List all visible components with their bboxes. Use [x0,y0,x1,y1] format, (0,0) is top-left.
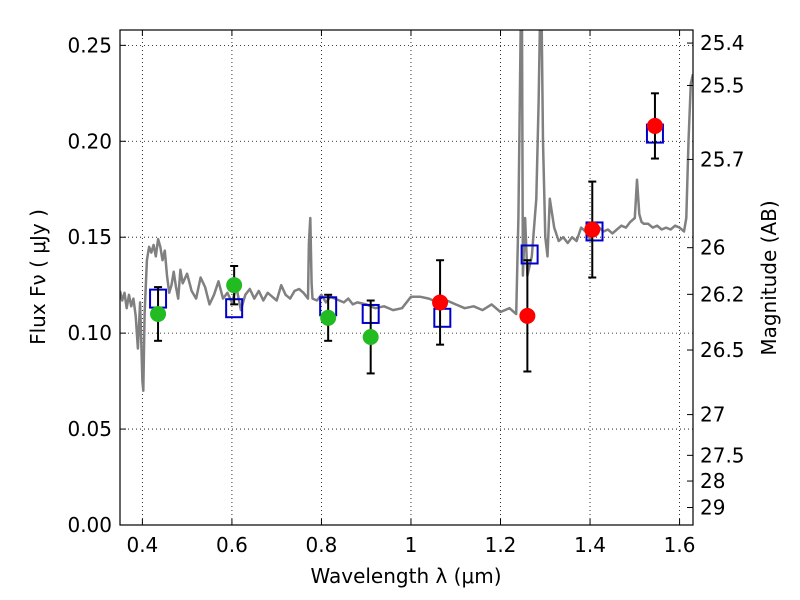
x-axis-title: Wavelength λ (μm) [310,564,501,588]
y2-tick-label: 27 [700,403,725,427]
y2-tick-label: 25.7 [700,147,745,171]
y2-tick-label: 29 [700,496,725,520]
x-tick-label: 1.2 [485,533,517,557]
model-photometry-square [433,307,452,328]
nir-detections-point [646,117,663,134]
optical-detections-point [226,277,243,294]
y2-tick-label: 27.5 [700,443,745,467]
y2-tick-label: 28 [700,469,725,493]
plot-area [120,30,693,392]
y2-tick-label: 25.5 [700,73,745,97]
x-tick-label: 0.4 [126,533,158,557]
y-tick-label: 0.10 [67,321,112,345]
model-spectrum-line [120,30,693,392]
model-photometry-square [520,244,539,265]
x-tick-label: 1.4 [574,533,606,557]
nir-detections-point [432,294,449,311]
y-tick-label: 0.25 [67,33,112,57]
x-tick-label: 1.6 [664,533,696,557]
optical-detections-point [150,305,167,322]
x-tick-label: 1 [405,533,418,557]
y2-tick-label: 25.4 [700,31,745,55]
x-tick-label: 0.8 [306,533,338,557]
marker-layer [149,92,664,375]
y2-tick-label: 26 [700,236,725,260]
grid [120,30,693,525]
plot-frame [119,29,694,526]
y2-tick-label: 26.2 [700,282,745,306]
y-axis-title: Flux Fν ( μJy ) [26,209,50,345]
optical-detections-point [362,328,379,345]
y-tick-label: 0.00 [67,513,112,537]
y2-axis-title: Magnitude (AB) [757,200,781,355]
nir-detections-point [519,307,536,324]
x-tick-label: 0.6 [216,533,248,557]
y-tick-label: 0.15 [67,225,112,249]
axes: 0.4 0.6 0.8 1 1.2 1.4 1.6 0.00 0.05 0.10 0.15 0.20 0… [67,30,745,557]
nir-detections-point [584,221,601,238]
y2-tick-label: 26.5 [700,338,745,362]
optical-detections-point [320,309,337,326]
y-tick-label: 0.20 [67,129,112,153]
y-tick-label: 0.05 [67,417,112,441]
